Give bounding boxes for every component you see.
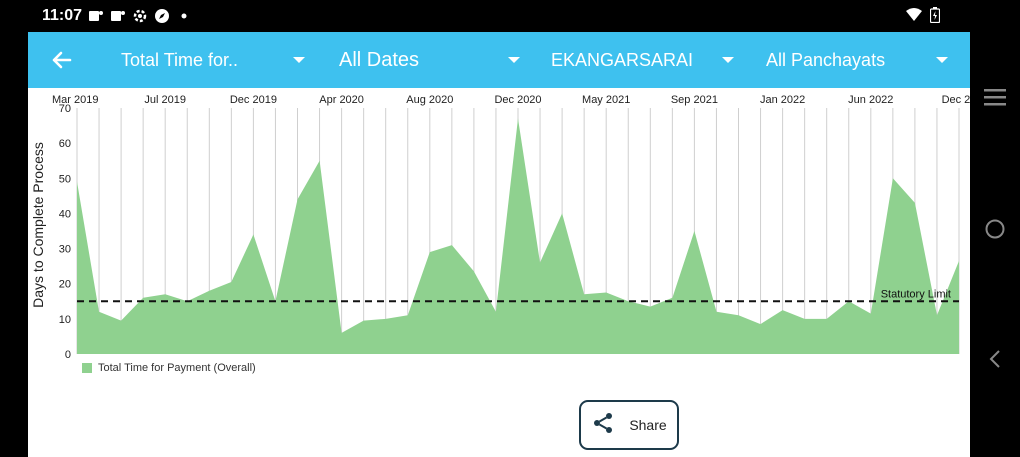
metric-dropdown-label: Total Time for.. — [121, 49, 239, 70]
x-tick-label: Jun 2022 — [848, 94, 893, 106]
y-tick-label: 40 — [59, 208, 71, 220]
status-icons — [88, 8, 192, 24]
home-icon[interactable] — [982, 216, 1008, 242]
settings-icon — [132, 8, 148, 24]
series-area — [77, 118, 959, 354]
system-nav-bar — [970, 32, 1020, 457]
teams-icon — [110, 8, 126, 24]
y-tick-label: 70 — [59, 103, 71, 115]
panchayat-dropdown[interactable]: All Panchayats — [766, 32, 956, 88]
x-tick-label: Apr 2020 — [319, 94, 364, 106]
area-chart: 0 10 20 30 40 50 60 70 Days to Complete Process M… — [30, 94, 970, 361]
wifi-icon — [906, 8, 922, 27]
back-arrow-icon[interactable] — [48, 46, 76, 74]
x-tick-label: Dec 20 — [942, 94, 970, 106]
share-label: Share — [629, 417, 667, 433]
y-tick-label: 20 — [59, 279, 71, 291]
y-tick-label: 30 — [59, 244, 71, 256]
share-button[interactable]: Share — [579, 400, 679, 450]
chevron-down-icon — [508, 57, 520, 63]
app-window: Total Time for.. All Dates EKANGARSARAI … — [28, 32, 970, 457]
statutory-limit-label: Statutory Limit — [881, 288, 951, 300]
y-tick-label: 10 — [59, 314, 71, 326]
legend-swatch — [82, 363, 92, 373]
panchayat-dropdown-label: All Panchayats — [766, 49, 886, 70]
chevron-down-icon — [722, 57, 734, 63]
chart-area: 0 10 20 30 40 50 60 70 Days to Complete Process M… — [28, 88, 970, 378]
chevron-down-icon — [293, 57, 305, 63]
status-bar: 11:07 — [0, 0, 1020, 32]
block-dropdown[interactable]: EKANGARSARAI — [551, 32, 741, 88]
x-tick-label: Aug 2020 — [406, 94, 453, 106]
block-dropdown-label: EKANGARSARAI — [551, 49, 694, 70]
legend-label: Total Time for Payment (Overall) — [98, 362, 256, 374]
compass-icon — [154, 8, 170, 24]
status-time: 11:07 — [42, 7, 83, 24]
status-right — [906, 7, 941, 28]
x-tick-label: Sep 2021 — [671, 94, 718, 106]
x-tick-label: Jan 2022 — [760, 94, 805, 106]
share-icon — [591, 411, 615, 440]
y-tick-label: 0 — [65, 349, 71, 361]
x-tick-label: Mar 2019 — [52, 94, 98, 106]
x-tick-label: Dec 2020 — [494, 94, 541, 106]
y-tick-label: 50 — [59, 173, 71, 185]
toolbar: Total Time for.. All Dates EKANGARSARAI … — [28, 32, 970, 88]
x-tick-label: Jul 2019 — [144, 94, 186, 106]
x-tick-label: May 2021 — [582, 94, 630, 106]
date-dropdown-label: All Dates — [339, 48, 420, 71]
dot-icon — [176, 8, 192, 24]
menu-icon[interactable] — [982, 84, 1008, 110]
metric-dropdown[interactable]: Total Time for.. — [121, 32, 311, 88]
chart-legend: Total Time for Payment (Overall) — [82, 362, 256, 374]
y-tick-label: 60 — [59, 138, 71, 150]
back-nav-icon[interactable] — [982, 346, 1008, 372]
battery-icon — [929, 7, 941, 28]
x-tick-label: Dec 2019 — [230, 94, 277, 106]
date-dropdown[interactable]: All Dates — [339, 32, 529, 88]
teams-icon — [88, 8, 104, 24]
chevron-down-icon — [936, 57, 948, 63]
y-axis-title: Days to Complete Process — [30, 142, 46, 308]
